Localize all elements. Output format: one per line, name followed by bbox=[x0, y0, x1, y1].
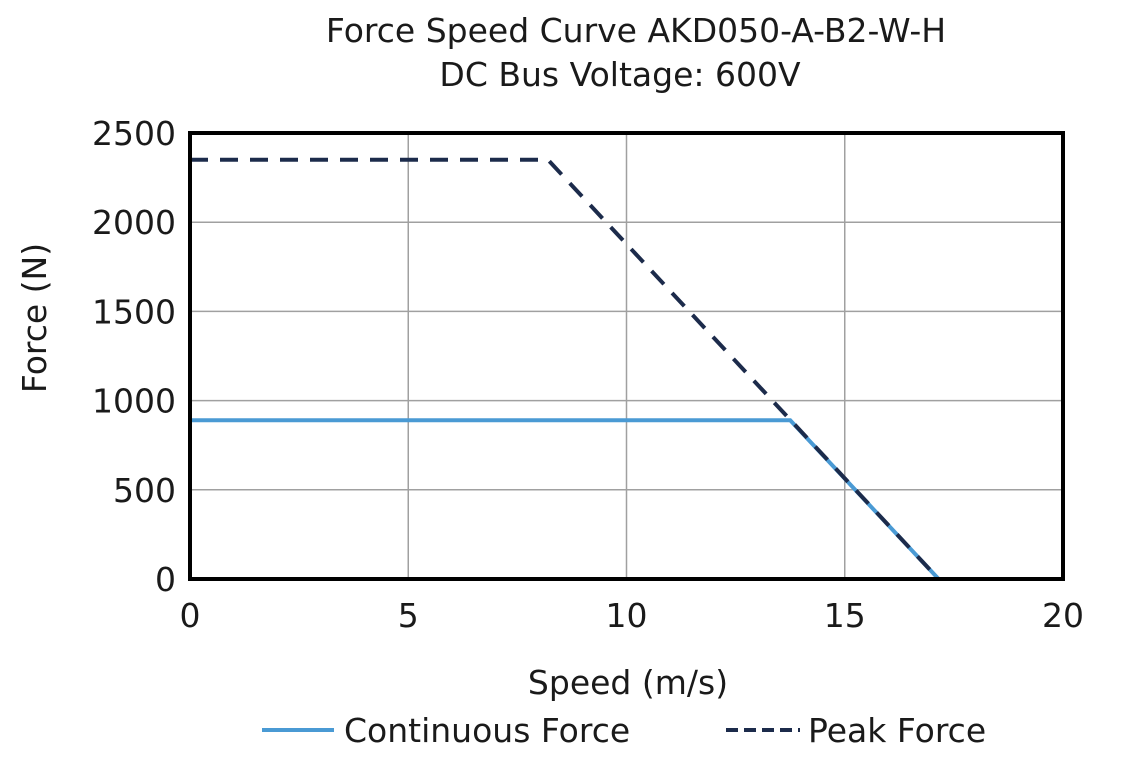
x-tick-labels: 0 5 10 15 20 bbox=[180, 596, 1085, 635]
y-axis-label: Force (N) bbox=[15, 243, 54, 393]
legend: Continuous Force Peak Force bbox=[262, 711, 986, 750]
chart-subtitle: DC Bus Voltage: 600V bbox=[439, 55, 801, 94]
y-tick-label-2: 1000 bbox=[92, 382, 176, 421]
y-tick-labels: 0 500 1000 1500 2000 2500 bbox=[92, 114, 176, 599]
y-tick-label-0: 0 bbox=[155, 560, 176, 599]
grid-lines bbox=[189, 132, 1064, 580]
y-tick-label-5: 2500 bbox=[92, 114, 176, 153]
y-tick-label-3: 1500 bbox=[92, 292, 176, 331]
x-axis-label: Speed (m/s) bbox=[528, 663, 728, 702]
series-line-continuous-force bbox=[190, 418, 941, 581]
legend-label-peak-force: Peak Force bbox=[808, 711, 986, 750]
x-tick-label-2: 10 bbox=[606, 596, 648, 635]
x-tick-label-3: 15 bbox=[824, 596, 866, 635]
plot-frame bbox=[188, 131, 1065, 581]
chart-title: Force Speed Curve AKD050-A-B2-W-H bbox=[326, 11, 946, 50]
y-tick-label-4: 2000 bbox=[92, 203, 176, 242]
series-layer bbox=[190, 157, 941, 581]
x-tick-label-1: 5 bbox=[398, 596, 419, 635]
x-tick-label-4: 20 bbox=[1042, 596, 1084, 635]
legend-label-continuous-force: Continuous Force bbox=[344, 711, 630, 750]
x-tick-label-0: 0 bbox=[180, 596, 201, 635]
y-tick-label-1: 500 bbox=[113, 471, 176, 510]
